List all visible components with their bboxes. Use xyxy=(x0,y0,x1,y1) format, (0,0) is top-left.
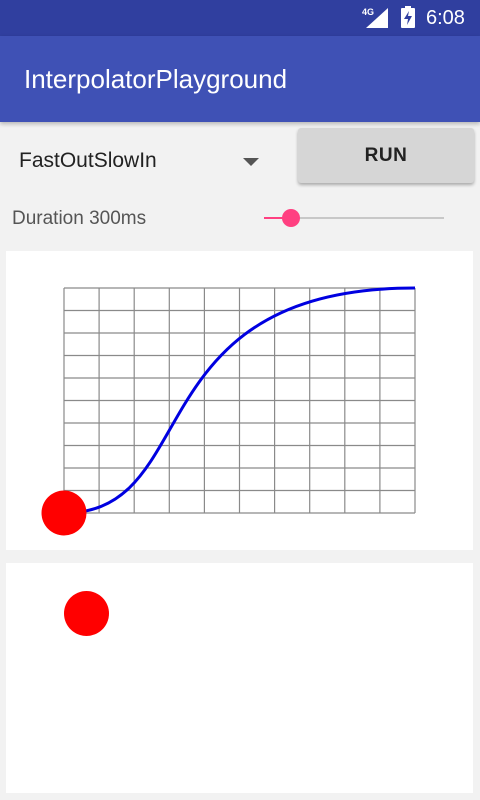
interpolator-curve xyxy=(63,286,416,515)
animated-ball xyxy=(64,591,109,636)
run-button[interactable]: RUN xyxy=(298,128,474,183)
duration-slider-thumb[interactable] xyxy=(282,209,300,227)
progress-ball xyxy=(41,490,87,536)
interpolator-graph xyxy=(41,286,416,536)
clock: 6:08 xyxy=(426,7,465,29)
battery-charging-icon xyxy=(401,6,415,28)
interpolator-spinner[interactable]: FastOutSlowIn xyxy=(8,136,278,188)
animation-area xyxy=(6,563,473,793)
duration-slider[interactable] xyxy=(264,205,444,231)
app-bar: InterpolatorPlayground xyxy=(0,36,480,122)
network-type: 4G xyxy=(362,7,375,17)
duration-slider-fill xyxy=(264,217,291,219)
app-title: InterpolatorPlayground xyxy=(24,64,288,94)
signal-icon xyxy=(366,8,388,28)
interpolator-spinner-value: FastOutSlowIn xyxy=(19,149,157,172)
duration-label: Duration 300ms xyxy=(12,208,147,229)
interpolator-graph-card xyxy=(6,251,473,550)
duration-slider-track[interactable] xyxy=(264,217,444,219)
dropdown-arrow-icon xyxy=(243,158,259,166)
status-bar: 4G 6:08 xyxy=(0,0,480,36)
